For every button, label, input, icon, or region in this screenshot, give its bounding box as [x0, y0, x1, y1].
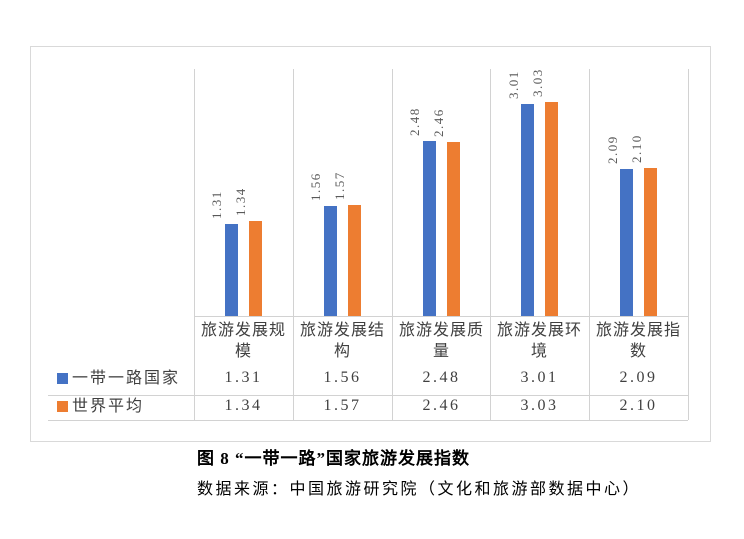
table-cell-value: 1.34	[224, 397, 263, 414]
bar-value-label: 2.10	[629, 134, 644, 163]
bar-world-average	[447, 142, 460, 316]
table-cell-value: 2.46	[422, 397, 461, 414]
bar-belt-road	[521, 104, 534, 316]
bar-world-average	[249, 221, 262, 316]
figure-caption-block: 图 8 “一带一路”国家旅游发展指数 数据来源：中国旅游研究院（文化和旅游部数据…	[197, 448, 717, 500]
bar-value-label: 1.31	[209, 190, 224, 219]
category-divider-line	[688, 69, 689, 420]
x-axis-line	[194, 316, 688, 317]
table-row-separator-line	[48, 395, 688, 396]
bar-value-label: 1.57	[332, 171, 347, 200]
bar-value-label: 2.48	[407, 107, 422, 136]
category-divider-line	[194, 69, 195, 420]
category-label: 旅游发展环境	[496, 322, 582, 360]
bar-value-label: 3.01	[506, 70, 521, 99]
table-cell-value: 2.09	[619, 369, 658, 386]
table-cell-value: 2.48	[422, 369, 461, 386]
bar-world-average	[644, 168, 657, 316]
table-cell-value: 1.57	[323, 397, 362, 414]
table-cell-value: 1.56	[323, 369, 362, 386]
category-divider-line	[490, 69, 491, 420]
bar-value-label: 2.09	[605, 135, 620, 164]
legend-swatch-belt-road	[57, 373, 68, 384]
figure-source: 数据来源：中国旅游研究院（文化和旅游部数据中心）	[197, 481, 642, 498]
category-divider-line	[293, 69, 294, 420]
table-bottom-line	[48, 420, 688, 421]
table-cell-value: 3.01	[520, 369, 559, 386]
bar-value-label: 2.46	[431, 108, 446, 137]
bar-belt-road	[620, 169, 633, 316]
bar-value-label: 1.34	[233, 187, 248, 216]
bar-belt-road	[423, 141, 436, 316]
table-cell-value: 1.31	[224, 369, 263, 386]
legend-label-world-average: 世界平均	[72, 398, 145, 415]
bar-value-label: 1.56	[308, 172, 323, 201]
category-label: 旅游发展质量	[398, 322, 484, 360]
legend-swatch-world-average	[57, 401, 68, 412]
category-label: 旅游发展指数	[595, 322, 681, 360]
bar-world-average	[348, 205, 361, 316]
figure-title: 图 8 “一带一路”国家旅游发展指数	[197, 449, 470, 468]
category-divider-line	[589, 69, 590, 420]
category-label: 旅游发展结构	[299, 322, 385, 360]
table-cell-value: 3.03	[520, 397, 559, 414]
bar-value-label: 3.03	[530, 68, 545, 97]
category-label: 旅游发展规模	[200, 322, 286, 360]
category-divider-line	[392, 69, 393, 420]
bar-chart: 一带一路国家 世界平均 旅游发展规模 1.31 1.31 1.34 1.34 旅游发展结构…	[30, 46, 711, 442]
bar-world-average	[545, 102, 558, 316]
bar-belt-road	[324, 206, 337, 316]
bar-belt-road	[225, 224, 238, 316]
table-cell-value: 2.10	[619, 397, 658, 414]
legend-label-belt-road: 一带一路国家	[72, 370, 181, 387]
